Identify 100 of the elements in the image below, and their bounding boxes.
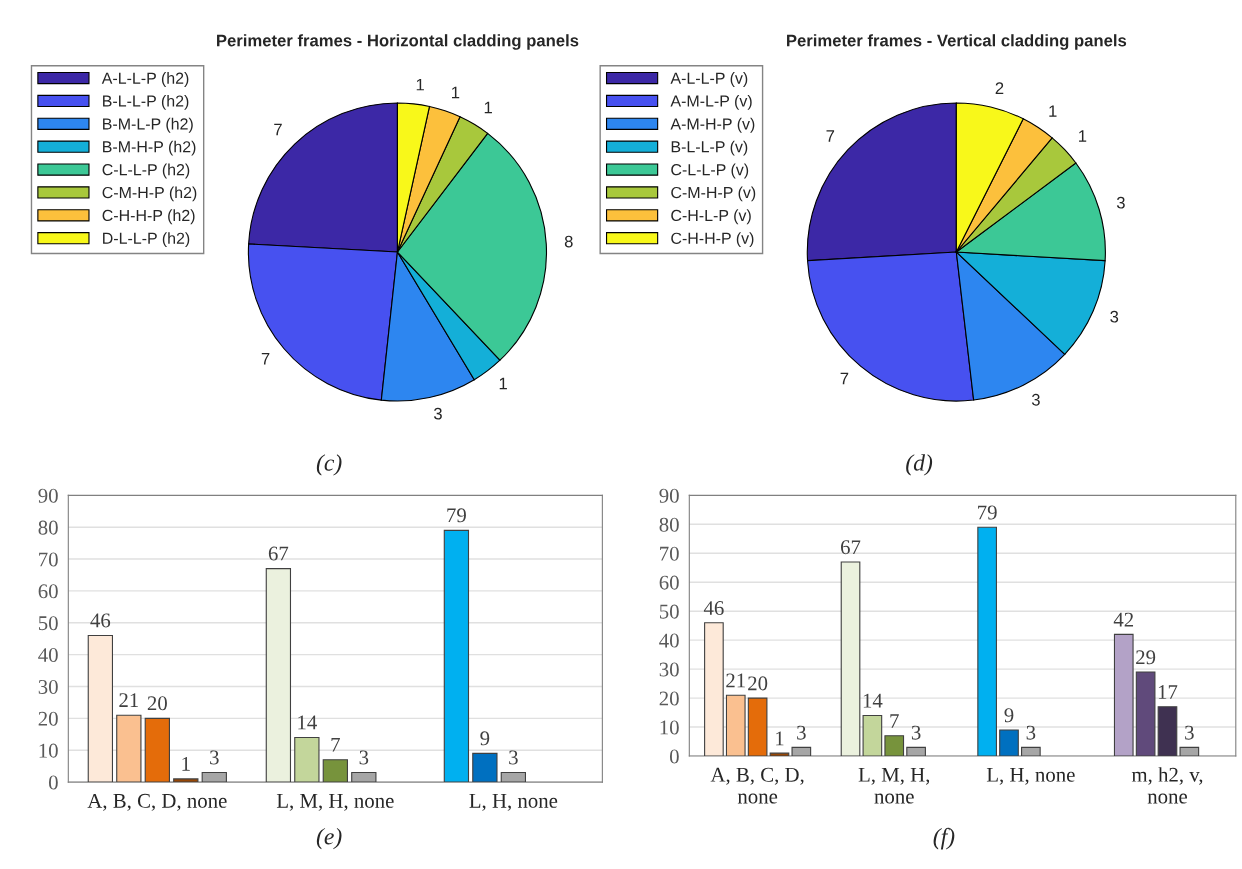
legend-label: C-H-H-P (v) xyxy=(671,232,754,248)
legend-label: C-L-L-P (v) xyxy=(671,163,749,179)
data-label: 1 xyxy=(452,86,460,99)
text: (c) xyxy=(316,454,342,476)
y-tick-label: 40 xyxy=(659,633,679,648)
y-tick-label: 0 xyxy=(669,749,679,764)
bar xyxy=(747,697,768,757)
y-tick-label: 90 xyxy=(659,488,679,503)
text: (e) xyxy=(316,827,342,850)
data-label: 67 xyxy=(841,540,861,555)
data-label: 1 xyxy=(484,101,492,114)
x-tick-label: L, H, none xyxy=(986,767,1075,785)
bar xyxy=(472,752,498,783)
data-label: 67 xyxy=(268,546,289,561)
y-tick-label: 20 xyxy=(38,711,58,726)
data-label: 7 xyxy=(261,352,270,365)
y-tick-label: 60 xyxy=(659,575,679,590)
legend-label: B-L-L-P (h2) xyxy=(103,94,189,110)
y-tick-label: 20 xyxy=(659,691,679,706)
data-label: 3 xyxy=(1110,310,1119,323)
data-label: 79 xyxy=(978,505,997,520)
bar xyxy=(769,752,790,757)
data-label: 2 xyxy=(995,82,1004,94)
bar xyxy=(201,771,227,783)
data-label: 14 xyxy=(863,693,883,708)
legend-label: C-M-H-P (v) xyxy=(671,186,756,202)
legend-label: C-L-L-P (h2) xyxy=(102,163,190,179)
y-tick-label: 10 xyxy=(660,720,679,735)
data-label: 7 xyxy=(826,130,835,142)
legend-label: B-M-L-P (h2) xyxy=(103,117,193,133)
text: (f) xyxy=(933,827,955,850)
bar xyxy=(294,736,320,783)
bar xyxy=(173,778,199,783)
legend-label: A-M-L-P (v) xyxy=(670,94,752,110)
data-label: 3 xyxy=(1026,725,1036,740)
data-label: 1 xyxy=(416,78,424,91)
data-label: 3 xyxy=(1185,725,1194,740)
x-tick-label: A, B, C, D, none xyxy=(87,793,227,811)
legend-label: C-H-L-P (v) xyxy=(671,209,751,225)
y-tick-label: 70 xyxy=(660,546,679,561)
x-tick-label: m, h2, v, none xyxy=(1131,767,1203,804)
data-label: 7 xyxy=(890,714,899,728)
data-label: 7 xyxy=(274,123,282,136)
bar xyxy=(1135,671,1156,757)
bar xyxy=(265,568,292,783)
data-label: 21 xyxy=(726,673,745,688)
bar xyxy=(443,529,470,783)
data-label: 3 xyxy=(210,750,219,765)
data-label: 3 xyxy=(433,407,442,420)
data-label: 14 xyxy=(298,715,317,730)
x-tick-label: L, M, H, none xyxy=(276,794,394,811)
data-label: 20 xyxy=(147,696,167,711)
data-label: 1 xyxy=(182,756,190,771)
data-label: 29 xyxy=(1136,650,1156,665)
data-label: 46 xyxy=(703,601,724,616)
legend-label: A-M-H-P (v) xyxy=(670,117,755,133)
chart-title: Perimeter frames - Vertical cladding panels xyxy=(787,34,1127,50)
data-label: 46 xyxy=(90,613,111,628)
bar xyxy=(999,729,1019,757)
bar xyxy=(884,735,905,757)
bar xyxy=(1179,746,1200,757)
data-label: 3 xyxy=(1031,393,1040,406)
x-tick-label: L, M, H, none xyxy=(858,767,930,804)
x-tick-label: L, H, none xyxy=(469,794,558,811)
legend-label: D-L-L-P (h2) xyxy=(103,232,190,248)
data-label: 9 xyxy=(1004,708,1014,723)
bar xyxy=(977,526,997,757)
data-label: 9 xyxy=(480,731,490,746)
y-tick-label: 0 xyxy=(48,775,58,790)
bar xyxy=(144,717,170,783)
legend-label: B-M-H-P (h2) xyxy=(103,140,196,156)
data-label: 1 xyxy=(1049,105,1057,117)
data-label: 3 xyxy=(797,725,806,740)
bar xyxy=(116,714,142,783)
data-label: 3 xyxy=(1116,196,1125,209)
data-label: 1 xyxy=(499,377,507,390)
legend-label: C-M-H-P (h2) xyxy=(102,186,197,202)
data-label: 3 xyxy=(911,725,921,740)
bar xyxy=(1113,633,1134,757)
data-label: 79 xyxy=(447,508,466,523)
data-label: 17 xyxy=(1158,685,1178,699)
y-tick-label: 50 xyxy=(659,604,679,619)
data-label: 20 xyxy=(748,676,768,691)
bar xyxy=(87,634,114,783)
bar xyxy=(862,714,883,757)
y-tick-label: 40 xyxy=(38,648,58,663)
y-tick-label: 60 xyxy=(38,584,58,599)
y-tick-label: 10 xyxy=(39,743,58,758)
data-label: 42 xyxy=(1113,612,1134,627)
y-tick-label: 80 xyxy=(659,517,679,532)
y-tick-label: 90 xyxy=(38,488,58,503)
legend-label: A-L-L-P (v) xyxy=(670,72,748,87)
bar xyxy=(725,694,746,757)
data-label: 1 xyxy=(1079,130,1087,142)
text: (d) xyxy=(906,454,933,476)
legend-label: C-H-H-P (h2) xyxy=(102,209,195,225)
bar xyxy=(791,746,812,757)
legend-label: A-L-L-P (h2) xyxy=(101,72,189,87)
y-tick-label: 80 xyxy=(38,520,58,535)
data-label: 3 xyxy=(359,750,369,765)
